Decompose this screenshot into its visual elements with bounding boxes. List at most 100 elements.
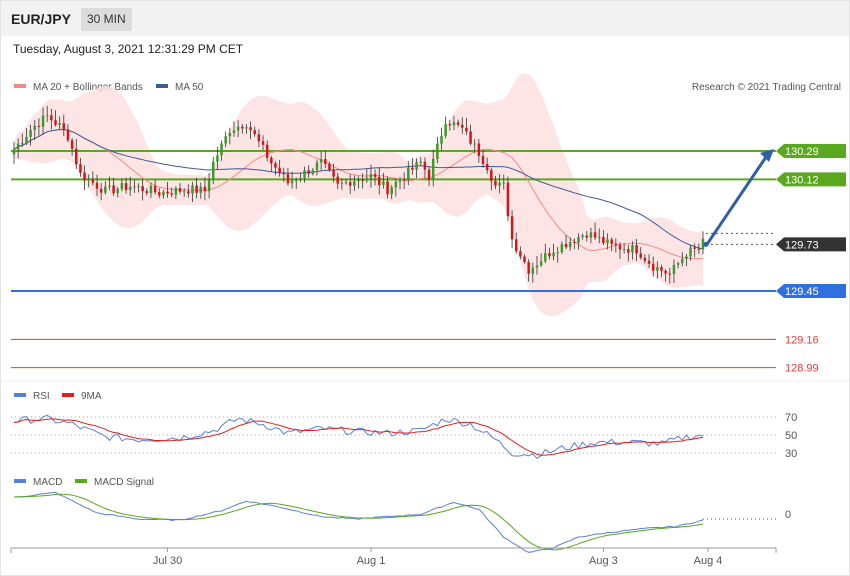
candle-body <box>415 162 418 170</box>
candle-body <box>627 249 630 253</box>
candle-body <box>241 126 244 129</box>
candle-body <box>182 191 186 193</box>
candle-body <box>452 122 456 126</box>
candle-body <box>564 243 568 248</box>
timeframe-badge[interactable]: 30 MIN <box>81 8 132 31</box>
candle-body <box>473 143 476 145</box>
candle-body <box>286 174 290 184</box>
candle-body <box>120 183 124 190</box>
candle-body <box>398 179 402 182</box>
candle-body <box>12 149 16 155</box>
candle-body <box>353 181 356 186</box>
candle-body <box>54 120 57 125</box>
x-tick-label: Aug 1 <box>357 555 386 567</box>
candle-body <box>485 163 489 171</box>
rsi-ma-line <box>13 418 704 456</box>
candle-body <box>153 185 157 193</box>
candle-body <box>664 270 667 274</box>
candle-body <box>29 129 32 137</box>
candle-body <box>128 186 132 190</box>
candle-body <box>423 161 427 170</box>
candle-body <box>303 170 306 178</box>
candle-body <box>527 261 530 274</box>
candle-body <box>249 127 252 131</box>
candle-body <box>25 136 28 144</box>
candle-body <box>386 181 389 195</box>
candle-body <box>319 159 323 163</box>
chart-header: EUR/JPY 30 MIN <box>1 1 849 36</box>
candle-body <box>311 169 315 174</box>
resistance-tag <box>776 144 846 158</box>
candle-body <box>597 236 601 238</box>
candle-body <box>265 144 269 158</box>
candle-body <box>207 179 211 192</box>
candle-body <box>141 186 144 192</box>
candle-body <box>431 158 435 180</box>
candle-body <box>270 157 273 164</box>
rsi-legend-label: RSI <box>33 391 50 402</box>
candle-body <box>278 167 281 174</box>
candle-body <box>116 189 120 194</box>
candle-body <box>336 176 339 184</box>
candle-body <box>87 179 90 181</box>
rsi-panel: 70 50 30 <box>11 412 797 460</box>
candle-body <box>369 174 373 178</box>
candle-body <box>448 124 452 126</box>
candle-body <box>531 267 535 274</box>
candle-body <box>693 247 696 249</box>
candle-body <box>203 186 207 192</box>
candle-body <box>83 172 86 181</box>
macd-signal-legend-swatch <box>75 479 87 483</box>
candle-body <box>643 257 647 261</box>
candle-body <box>104 186 107 193</box>
candle-body <box>498 182 501 186</box>
candle-body <box>361 179 364 181</box>
candle-body <box>50 115 53 121</box>
rsi-tick-label: 50 <box>785 430 797 442</box>
candle-body <box>622 249 626 251</box>
candle-body <box>651 263 655 271</box>
candle-body <box>224 136 227 144</box>
candle-body <box>568 241 572 248</box>
x-axis: Jul 30 Aug 1 Aug 3 Aug 4 <box>153 548 722 567</box>
candle-body <box>253 130 256 135</box>
forecast-arrow-line <box>705 156 768 246</box>
candle-body <box>124 183 128 190</box>
current-tag <box>776 237 846 252</box>
candle-body <box>548 253 551 257</box>
candle-body <box>211 161 215 180</box>
candle-body <box>656 267 659 271</box>
candle-body <box>66 129 70 141</box>
candle-body <box>365 177 369 181</box>
candle-body <box>195 185 198 193</box>
macd-legend-label: MACD <box>33 477 62 488</box>
candle-body <box>602 236 605 244</box>
candle-body <box>490 170 493 181</box>
candle-body <box>149 185 153 194</box>
candle-body <box>216 155 219 162</box>
candle-body <box>137 186 140 188</box>
candle-body <box>461 124 464 128</box>
candle-body <box>593 232 597 238</box>
support-tag <box>776 284 846 298</box>
candle-body <box>332 170 335 177</box>
candle-body <box>631 244 634 253</box>
candle-body <box>477 143 481 156</box>
candle-body <box>21 143 24 145</box>
candle-body <box>668 273 672 275</box>
candle-body <box>228 132 232 137</box>
candle-body <box>45 115 49 117</box>
candle-body <box>274 163 277 168</box>
candle-body <box>573 241 576 243</box>
rsi-ma-legend-swatch <box>62 393 74 397</box>
candle-body <box>174 188 178 195</box>
x-tick-label: Aug 3 <box>589 555 618 567</box>
candle-body <box>290 180 294 184</box>
candle-body <box>37 125 41 127</box>
candle-body <box>427 169 431 180</box>
candle-body <box>108 185 111 187</box>
candle-body <box>581 235 584 238</box>
candle-body <box>481 155 485 164</box>
candle-body <box>245 127 248 129</box>
rsi-tick-label: 30 <box>785 448 797 460</box>
